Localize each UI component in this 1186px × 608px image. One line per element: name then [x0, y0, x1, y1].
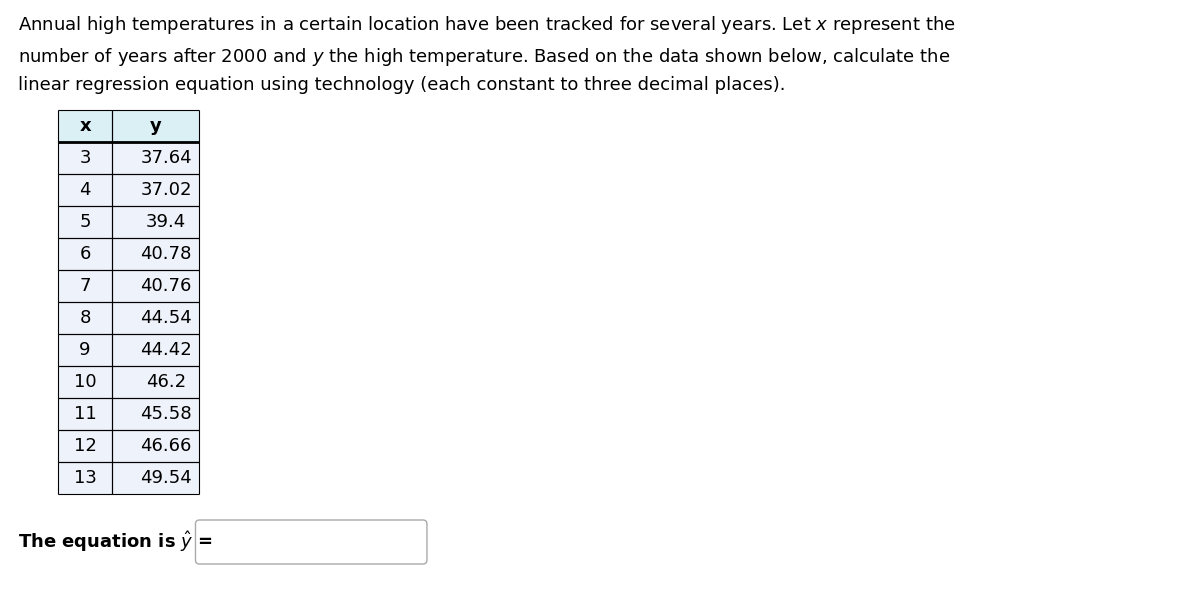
FancyBboxPatch shape — [196, 520, 427, 564]
Bar — [58, 142, 111, 174]
Text: 10: 10 — [74, 373, 96, 391]
Bar — [111, 462, 199, 494]
Bar — [111, 430, 199, 462]
Text: 13: 13 — [74, 469, 96, 487]
Text: 45.58: 45.58 — [140, 405, 192, 423]
Bar — [111, 110, 199, 142]
Text: 9: 9 — [79, 341, 91, 359]
Bar — [111, 206, 199, 238]
Text: 8: 8 — [79, 309, 91, 327]
Text: 46.2: 46.2 — [146, 373, 186, 391]
Bar — [58, 302, 111, 334]
Text: 39.4: 39.4 — [146, 213, 186, 231]
Text: 44.42: 44.42 — [140, 341, 192, 359]
Bar — [58, 462, 111, 494]
Bar — [58, 366, 111, 398]
Text: 5: 5 — [79, 213, 91, 231]
Text: 40.76: 40.76 — [140, 277, 192, 295]
Bar — [58, 110, 111, 142]
Text: Annual high temperatures in a certain location have been tracked for several yea: Annual high temperatures in a certain lo… — [18, 14, 955, 94]
Text: 40.78: 40.78 — [140, 245, 192, 263]
Bar — [111, 142, 199, 174]
Bar — [111, 270, 199, 302]
Bar — [58, 270, 111, 302]
Bar — [111, 238, 199, 270]
Bar — [111, 334, 199, 366]
Text: 37.64: 37.64 — [140, 149, 192, 167]
Bar — [111, 302, 199, 334]
Bar — [111, 398, 199, 430]
Bar — [58, 206, 111, 238]
Text: 49.54: 49.54 — [140, 469, 192, 487]
Text: 44.54: 44.54 — [140, 309, 192, 327]
Text: 6: 6 — [79, 245, 91, 263]
Bar — [111, 366, 199, 398]
Text: 37.02: 37.02 — [140, 181, 192, 199]
Bar — [58, 334, 111, 366]
Text: y: y — [149, 117, 161, 135]
Bar — [58, 398, 111, 430]
Text: 7: 7 — [79, 277, 91, 295]
Bar — [111, 174, 199, 206]
Bar — [58, 238, 111, 270]
Text: 12: 12 — [74, 437, 96, 455]
Bar — [58, 430, 111, 462]
Text: 11: 11 — [74, 405, 96, 423]
Text: 4: 4 — [79, 181, 91, 199]
Bar — [58, 174, 111, 206]
Text: 3: 3 — [79, 149, 91, 167]
Text: The equation is $\hat{y}$ =: The equation is $\hat{y}$ = — [18, 530, 212, 554]
Text: x: x — [79, 117, 91, 135]
Text: 46.66: 46.66 — [140, 437, 192, 455]
